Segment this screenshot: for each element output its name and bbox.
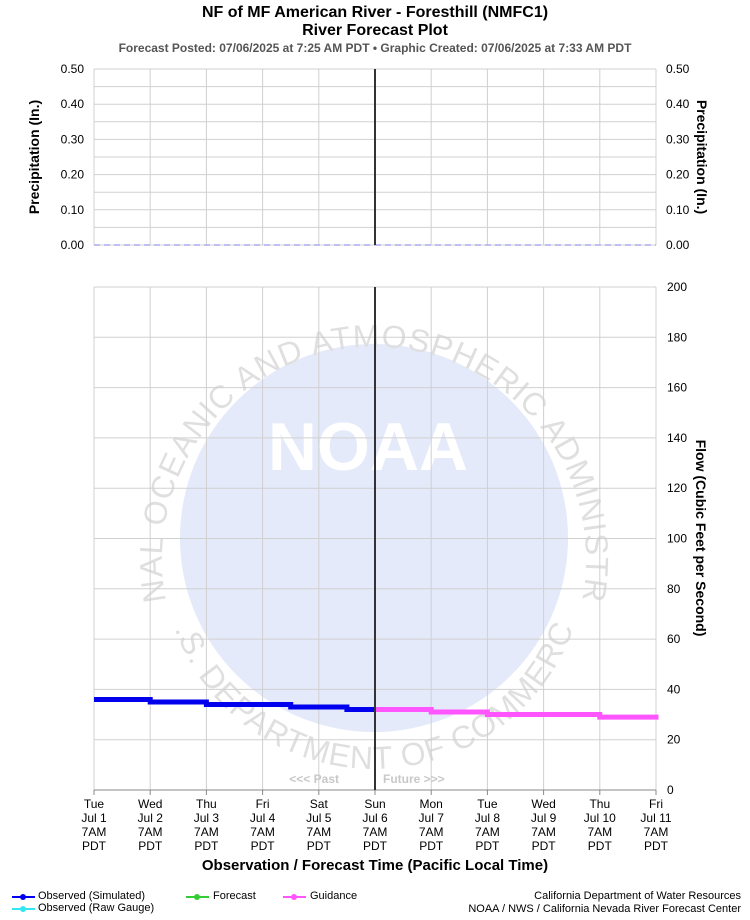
x-tick-label: PDT (532, 839, 557, 853)
legend-guidance-label: Guidance (310, 890, 358, 902)
precip-y-axis-label-left: Precipitation (In.) (26, 100, 42, 214)
x-tick-label: Thu (589, 797, 610, 811)
x-tick-label: Tue (477, 797, 498, 811)
precip-y-tick-label-left: 0.10 (61, 203, 85, 217)
legend-observed-raw-marker (20, 906, 26, 912)
x-tick-label: Jul 9 (531, 811, 557, 825)
legend-observed-sim-marker (20, 894, 26, 900)
observed-simulated-line (94, 696, 375, 713)
x-tick-label: Mon (420, 797, 443, 811)
legend-forecast-label: Forecast (213, 890, 256, 902)
flow-y-tick-label: 180 (667, 330, 687, 344)
x-tick-label: 7AM (644, 825, 669, 839)
legend-observed-raw-label: Observed (Raw Gauge) (38, 902, 155, 914)
precip-y-tick-label-right: 0.30 (666, 132, 690, 146)
flow-y-tick-label: 80 (667, 582, 681, 596)
x-tick-label: PDT (251, 839, 276, 853)
x-tick-label: Jul 7 (419, 811, 445, 825)
precip-y-tick-label-left: 0.30 (61, 132, 85, 146)
x-tick-label: PDT (644, 839, 669, 853)
flow-y-axis-label: Flow (Cubic Feet per Second) (693, 440, 709, 637)
x-tick-label: Jul 10 (584, 811, 616, 825)
x-tick-label: PDT (588, 839, 613, 853)
precip-y-tick-label-right: 0.20 (666, 168, 690, 182)
precip-y-tick-label-right: 0.10 (666, 203, 690, 217)
flow-y-tick-label: 140 (667, 431, 687, 445)
x-tick-label: PDT (82, 839, 107, 853)
x-tick-label: 7AM (475, 825, 500, 839)
x-tick-label: Jul 1 (81, 811, 107, 825)
x-tick-label: Thu (196, 797, 217, 811)
guidance-line (375, 707, 659, 720)
x-tick-label: PDT (138, 839, 163, 853)
forecast-posted-text: Forecast Posted: 07/06/2025 at 7:25 AM P… (118, 41, 632, 55)
flow-y-tick-label: 200 (667, 280, 687, 294)
x-tick-label: 7AM (363, 825, 388, 839)
x-tick-label: Tue (84, 797, 105, 811)
flow-y-tick-label: 160 (667, 381, 687, 395)
x-tick-label: 7AM (138, 825, 163, 839)
x-tick-label: PDT (475, 839, 500, 853)
chart-title: NF of MF American River - Foresthill (NM… (201, 4, 549, 21)
x-tick-label: Jul 4 (250, 811, 276, 825)
x-axis-label: Observation / Forecast Time (Pacific Loc… (202, 857, 548, 874)
noaa-logo-text: NOAA (268, 409, 468, 485)
future-label: Future >>> (383, 772, 445, 786)
noaa-watermark: NOAA NATIONAL OCEANIC AND ATMOSPHERIC AD… (0, 0, 614, 776)
credit-dwr: California Department of Water Resources (534, 890, 741, 902)
chart-subtitle: River Forecast Plot (302, 22, 448, 39)
precip-y-tick-label-left: 0.40 (61, 97, 85, 111)
precip-y-tick-label-left: 0.00 (61, 238, 85, 252)
flow-y-tick-label: 40 (667, 682, 681, 696)
x-tick-label: Sun (364, 797, 385, 811)
precip-y-tick-label-left: 0.50 (61, 62, 85, 76)
flow-y-tick-label: 60 (667, 632, 681, 646)
x-tick-label: Fri (256, 797, 270, 811)
past-label: <<< Past (289, 772, 339, 786)
x-tick-label: Wed (531, 797, 555, 811)
x-tick-label: 7AM (419, 825, 444, 839)
flow-y-tick-label: 120 (667, 481, 687, 495)
precip-y-tick-label-left: 0.20 (61, 168, 85, 182)
flow-y-tick-label: 0 (667, 783, 674, 797)
x-tick-label: PDT (194, 839, 219, 853)
x-tick-label: Sat (310, 797, 329, 811)
x-tick-label: Jul 2 (138, 811, 164, 825)
x-tick-label: 7AM (194, 825, 219, 839)
legend-forecast-marker (194, 894, 200, 900)
x-tick-label: Jul 3 (194, 811, 220, 825)
flow-y-tick-label: 100 (667, 532, 687, 546)
x-tick-label: 7AM (250, 825, 275, 839)
x-tick-label: Fri (649, 797, 663, 811)
chart-marks: 0.00 0.00 0.10 0.10 0.20 0.20 0.30 0.30 0.40 0.40… (61, 62, 690, 853)
precip-y-tick-label-right: 0.00 (666, 238, 690, 252)
x-tick-label: 7AM (82, 825, 107, 839)
x-tick-label: Jul 5 (306, 811, 332, 825)
precip-y-axis-label-right: Precipitation (In.) (694, 100, 710, 214)
x-tick-label: PDT (363, 839, 388, 853)
x-tick-label: 7AM (306, 825, 331, 839)
credit-noaa: NOAA / NWS / California Nevada River For… (468, 903, 741, 915)
legend-guidance-marker (291, 894, 297, 900)
legend-observed-sim-label: Observed (Simulated) (38, 890, 145, 902)
x-tick-label: 7AM (587, 825, 612, 839)
precip-y-tick-label-right: 0.40 (666, 97, 690, 111)
x-tick-label: Jul 6 (362, 811, 388, 825)
x-tick-label: Wed (138, 797, 162, 811)
x-tick-label: Jul 11 (640, 811, 671, 825)
precip-y-tick-label-right: 0.50 (666, 62, 690, 76)
x-tick-label: PDT (419, 839, 444, 853)
flow-y-tick-label: 20 (667, 733, 681, 747)
x-tick-label: Jul 8 (475, 811, 501, 825)
x-tick-label: 7AM (531, 825, 556, 839)
x-tick-label: PDT (307, 839, 332, 853)
legend (12, 894, 306, 912)
